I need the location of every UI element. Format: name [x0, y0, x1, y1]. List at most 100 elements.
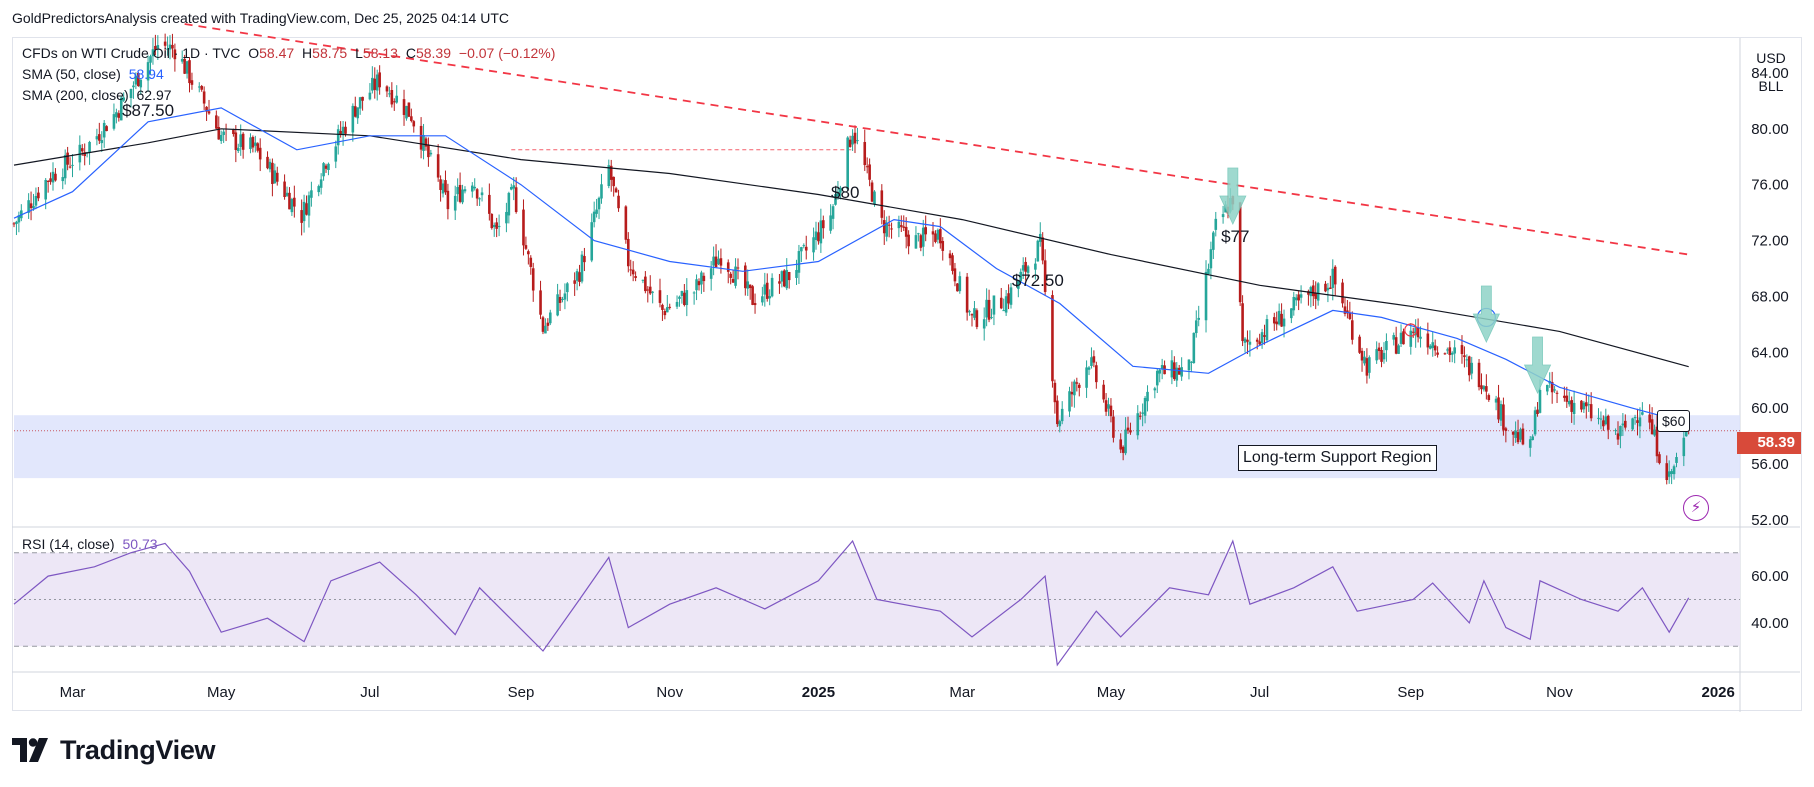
candle-body	[744, 265, 747, 289]
candle-body	[1158, 369, 1162, 374]
candle	[54, 168, 57, 182]
candle-body	[1502, 404, 1505, 430]
candle-body	[327, 163, 330, 170]
candle-body	[1068, 391, 1071, 412]
candle	[658, 278, 662, 308]
candle-body	[441, 183, 445, 194]
candle	[941, 237, 945, 261]
candle	[1194, 310, 1198, 338]
candle	[853, 125, 857, 154]
candle-body	[12, 223, 16, 225]
candle-body	[1582, 402, 1586, 410]
sma50-label: SMA (50, close)	[22, 66, 121, 82]
candle	[219, 130, 223, 144]
candle-body	[631, 269, 635, 275]
candle-body	[66, 152, 69, 165]
candle	[1026, 264, 1030, 279]
rsi-line	[13, 539, 1690, 667]
candle-body	[1243, 338, 1247, 343]
candle-body	[1585, 402, 1588, 407]
candle	[651, 291, 654, 304]
chart-credit: GoldPredictorsAnalysis created with Trad…	[12, 10, 509, 26]
candle	[61, 168, 65, 190]
candle	[361, 96, 364, 111]
candle-body	[422, 135, 425, 151]
candle	[436, 144, 440, 182]
currency-selector[interactable]: USD BLL	[1742, 44, 1800, 104]
candle	[751, 284, 754, 306]
candle-body	[592, 211, 596, 223]
candle-body	[166, 48, 169, 50]
candle	[373, 67, 377, 99]
candle-body	[88, 141, 91, 153]
candle-body	[846, 137, 849, 190]
candle	[1655, 415, 1659, 463]
candle	[470, 182, 474, 198]
last-price-tag: 58.39	[1737, 432, 1801, 454]
candle	[917, 232, 920, 242]
rsi-legend[interactable]: RSI (14, close) 50.73	[22, 536, 158, 552]
candle-body	[865, 166, 869, 168]
candle	[475, 188, 479, 206]
candle-body	[958, 276, 962, 292]
candle	[1146, 385, 1149, 412]
candle	[524, 236, 528, 250]
currency-label[interactable]: USD	[1756, 50, 1786, 66]
price-tick-label: 80.00	[1751, 121, 1789, 138]
candle	[697, 278, 701, 291]
candle	[407, 102, 411, 118]
candle	[1480, 373, 1483, 395]
candle-body	[719, 258, 723, 266]
candle	[1363, 350, 1366, 366]
candle-body	[1467, 356, 1471, 376]
candle	[1341, 278, 1344, 308]
candle-body	[614, 188, 618, 193]
candle	[1585, 392, 1588, 419]
candle-body	[948, 253, 952, 259]
candle-body	[488, 194, 491, 214]
sma50-value: 58.94	[128, 66, 164, 82]
candle	[151, 37, 155, 65]
candle	[137, 71, 140, 87]
candle	[224, 123, 228, 142]
candle	[592, 201, 596, 228]
candle-body	[914, 235, 918, 249]
tradingview-logo[interactable]: TradingView	[12, 734, 216, 766]
candle	[714, 244, 718, 268]
candle-body	[646, 289, 650, 291]
candle-body	[1260, 332, 1264, 344]
sma50-legend[interactable]: SMA (50, close) 58.94	[22, 66, 164, 82]
candle	[965, 272, 969, 321]
candle-body	[1036, 240, 1040, 262]
candle-body	[1619, 425, 1622, 437]
low-value: 58.13	[362, 45, 398, 61]
candle-body	[1121, 446, 1125, 453]
candle	[1453, 340, 1456, 364]
candle	[419, 117, 423, 159]
candle-body	[51, 171, 55, 183]
lightning-icon[interactable]: ⚡	[1683, 495, 1709, 521]
candle	[617, 189, 620, 212]
unit-label[interactable]: BLL	[1758, 78, 1784, 94]
candle	[1394, 326, 1398, 355]
candle	[1419, 326, 1422, 348]
candle-body	[939, 229, 942, 244]
candle	[1631, 417, 1634, 432]
candle-body	[480, 192, 484, 196]
time-tick-label: 2025	[802, 684, 835, 701]
sma200-legend[interactable]: SMA (200, close) 62.97	[22, 87, 172, 103]
candle-body	[1246, 339, 1249, 342]
candle	[753, 293, 757, 314]
time-tick-label: Mar	[949, 684, 975, 701]
candle-body	[814, 231, 818, 241]
candle	[478, 197, 481, 207]
candle	[1107, 397, 1110, 417]
candle-body	[685, 290, 689, 306]
candle	[236, 143, 240, 154]
candle-body	[1648, 414, 1651, 423]
candle-body	[514, 187, 518, 212]
candle-body	[373, 78, 377, 90]
candle-body	[1333, 266, 1337, 285]
candle	[761, 286, 764, 306]
